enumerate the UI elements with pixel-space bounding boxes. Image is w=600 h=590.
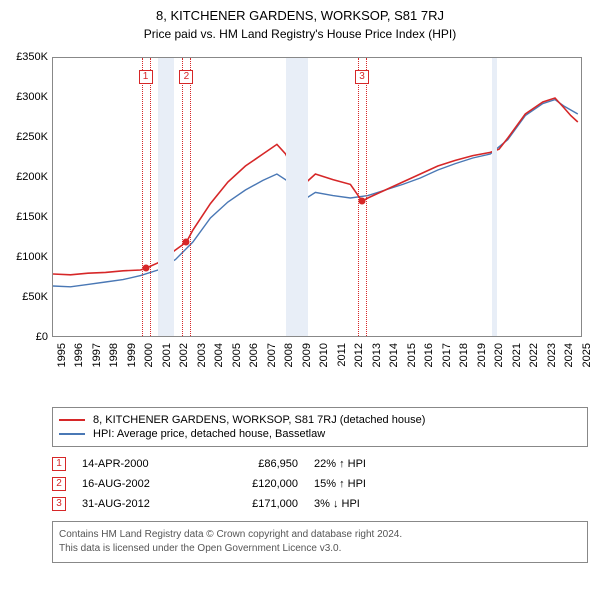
sale-marker-number: 3 (52, 497, 66, 511)
marker-guideline (150, 58, 151, 336)
x-axis-label: 2009 (301, 343, 313, 367)
marker-guideline (190, 58, 191, 336)
y-axis-label: £350K (8, 51, 48, 63)
x-axis-label: 2020 (493, 343, 505, 367)
recession-band (286, 58, 309, 336)
chart-subtitle: Price paid vs. HM Land Registry's House … (8, 27, 592, 41)
marker-guideline (142, 58, 143, 336)
plot-region: 1 2 3 (52, 57, 582, 337)
x-axis-label: 2003 (196, 343, 208, 367)
marker-label: 1 (139, 70, 153, 84)
x-axis-label: 2002 (178, 343, 190, 367)
sale-pct: 15% ↑ HPI (314, 478, 424, 490)
x-axis-label: 2004 (213, 343, 225, 367)
sale-date: 31-AUG-2012 (82, 498, 202, 510)
x-axis-label: 2000 (143, 343, 155, 367)
sale-row: 2 16-AUG-2002 £120,000 15% ↑ HPI (52, 477, 588, 491)
x-axis-label: 2023 (546, 343, 558, 367)
legend-swatch (59, 433, 85, 435)
x-axis-label: 1996 (73, 343, 85, 367)
x-axis-label: 2021 (511, 343, 523, 367)
sale-row: 1 14-APR-2000 £86,950 22% ↑ HPI (52, 457, 588, 471)
legend-box: 8, KITCHENER GARDENS, WORKSOP, S81 7RJ (… (52, 407, 588, 447)
sale-price: £171,000 (218, 498, 298, 510)
y-axis-label: £100K (8, 251, 48, 263)
x-axis-label: 2014 (388, 343, 400, 367)
recession-band (492, 58, 497, 336)
x-axis-label: 2012 (353, 343, 365, 367)
sale-price: £120,000 (218, 478, 298, 490)
legend-row: HPI: Average price, detached house, Bass… (59, 428, 581, 440)
series-line (53, 100, 578, 287)
x-axis-label: 2001 (161, 343, 173, 367)
recession-band (158, 58, 174, 336)
chart-area: 1 2 3 £0 £50K £100K £150K £200K £250K £300K £350K… (8, 51, 592, 401)
sale-pct: 3% ↓ HPI (314, 498, 424, 510)
x-axis-label: 2016 (423, 343, 435, 367)
x-axis-label: 2010 (318, 343, 330, 367)
y-axis-label: £50K (8, 291, 48, 303)
x-axis-label: 2024 (563, 343, 575, 367)
x-axis-label: 1997 (91, 343, 103, 367)
series-line (53, 98, 578, 275)
sale-marker-number: 1 (52, 457, 66, 471)
footer-box: Contains HM Land Registry data © Crown c… (52, 521, 588, 563)
x-axis-label: 1995 (56, 343, 68, 367)
sale-date: 16-AUG-2002 (82, 478, 202, 490)
marker-dot (183, 239, 190, 246)
x-axis-label: 2007 (266, 343, 278, 367)
legend-label: HPI: Average price, detached house, Bass… (93, 428, 325, 440)
legend-swatch (59, 419, 85, 421)
sales-table: 1 14-APR-2000 £86,950 22% ↑ HPI 2 16-AUG-2002… (52, 457, 588, 511)
sale-price: £86,950 (218, 458, 298, 470)
marker-label: 3 (355, 70, 369, 84)
series-svg (53, 58, 583, 338)
x-axis-label: 1999 (126, 343, 138, 367)
x-axis-label: 2018 (458, 343, 470, 367)
y-axis-label: £300K (8, 91, 48, 103)
marker-guideline (366, 58, 367, 336)
sale-marker-number: 2 (52, 477, 66, 491)
legend-row: 8, KITCHENER GARDENS, WORKSOP, S81 7RJ (… (59, 414, 581, 426)
y-axis-label: £200K (8, 171, 48, 183)
x-axis-label: 2025 (581, 343, 593, 367)
sale-pct: 22% ↑ HPI (314, 458, 424, 470)
sale-date: 14-APR-2000 (82, 458, 202, 470)
marker-guideline (182, 58, 183, 336)
marker-guideline (358, 58, 359, 336)
x-axis-label: 2017 (441, 343, 453, 367)
x-axis-label: 2015 (406, 343, 418, 367)
marker-dot (359, 198, 366, 205)
x-axis-label: 2011 (336, 343, 348, 367)
x-axis-label: 2005 (231, 343, 243, 367)
sale-row: 3 31-AUG-2012 £171,000 3% ↓ HPI (52, 497, 588, 511)
x-axis-label: 2019 (476, 343, 488, 367)
x-axis-label: 2008 (283, 343, 295, 367)
x-axis-label: 2006 (248, 343, 260, 367)
x-axis-label: 2022 (528, 343, 540, 367)
y-axis-label: £250K (8, 131, 48, 143)
marker-dot (142, 265, 149, 272)
footer-line-1: Contains HM Land Registry data © Crown c… (59, 528, 581, 542)
y-axis-label: £0 (8, 331, 48, 343)
x-axis-label: 1998 (108, 343, 120, 367)
marker-label: 2 (179, 70, 193, 84)
x-axis-label: 2013 (371, 343, 383, 367)
chart-title: 8, KITCHENER GARDENS, WORKSOP, S81 7RJ (8, 8, 592, 23)
legend-label: 8, KITCHENER GARDENS, WORKSOP, S81 7RJ (… (93, 414, 425, 426)
footer-line-2: This data is licensed under the Open Gov… (59, 542, 581, 556)
y-axis-label: £150K (8, 211, 48, 223)
